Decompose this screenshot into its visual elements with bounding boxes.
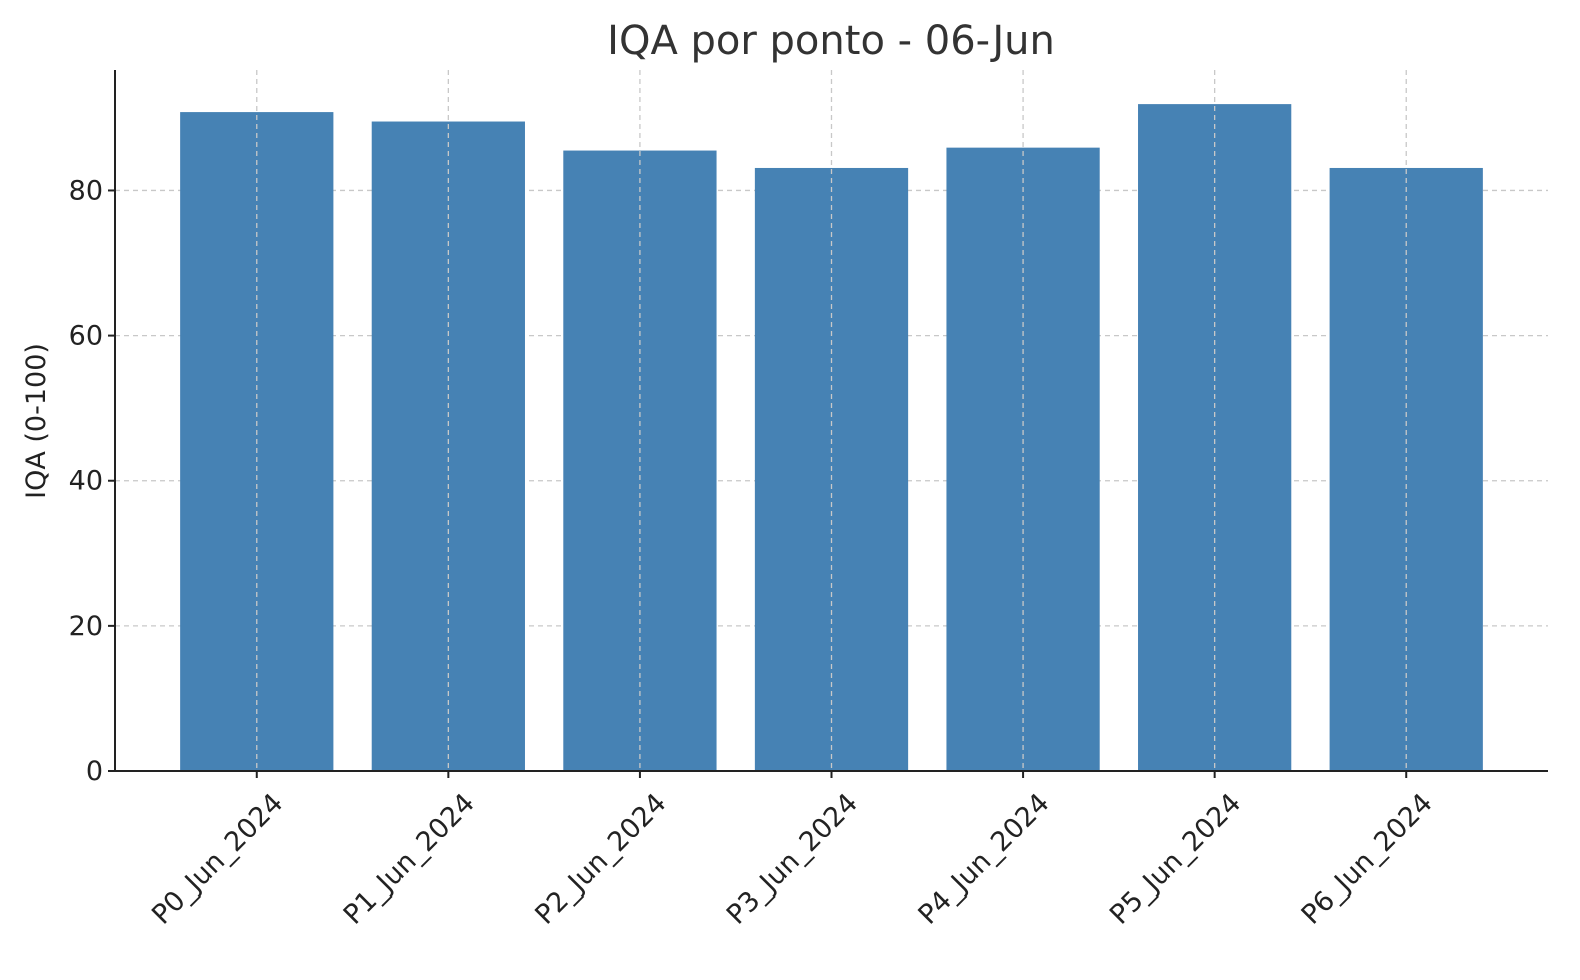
x-tick-label: P4_Jun_2024	[913, 788, 1056, 931]
x-tick-label: P1_Jun_2024	[338, 788, 481, 931]
x-tick-label: P0_Jun_2024	[146, 788, 289, 931]
x-tick-label: P5_Jun_2024	[1104, 788, 1247, 931]
y-tick-label: 60	[69, 321, 103, 352]
x-tick-label: P3_Jun_2024	[721, 788, 864, 931]
bar-P5_Jun_2024	[1138, 104, 1292, 771]
x-tick-label: P6_Jun_2024	[1296, 788, 1439, 931]
y-axis-label: IQA (0-100)	[21, 343, 52, 499]
x-tick-label: P2_Jun_2024	[529, 788, 672, 931]
chart-title: IQA por ponto - 06-Jun	[607, 18, 1055, 64]
y-tick-label: 0	[86, 756, 103, 787]
y-tick-label: 80	[69, 175, 103, 206]
bar-P1_Jun_2024	[371, 121, 525, 772]
y-tick-label: 20	[69, 611, 103, 642]
y-tick-label: 40	[69, 466, 103, 497]
